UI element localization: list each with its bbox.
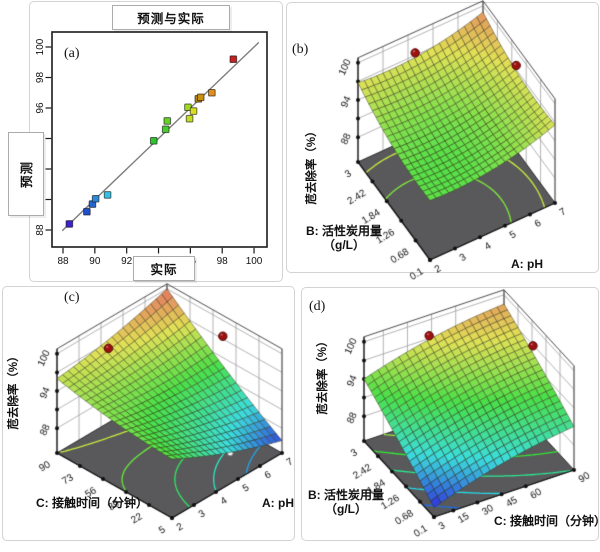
surface-plot-b <box>290 0 600 280</box>
x-axis-title-b: A: pH <box>511 257 543 271</box>
x-axis-label: 实际 <box>150 263 178 277</box>
x-axis-label-box: 实际 <box>133 256 195 281</box>
svg-text:88: 88 <box>35 224 46 236</box>
svg-text:100: 100 <box>35 38 46 55</box>
z-axis-label-b: 苊去除率（%） <box>306 125 318 205</box>
svg-text:90: 90 <box>89 256 101 265</box>
y-axis-title-c: C: 接触时间（分钟） <box>36 496 148 510</box>
svg-text:88: 88 <box>57 256 69 265</box>
svg-text:98: 98 <box>217 256 229 265</box>
panel-label-b: (b) <box>292 42 309 57</box>
surface-plot-c <box>0 280 300 552</box>
svg-text:100: 100 <box>246 256 263 265</box>
y-axis-title-d-line1: B: 活性炭用量 <box>308 488 384 502</box>
plot-title-box: 预测与实际 <box>112 5 230 30</box>
x-axis-title-c: A: pH <box>262 496 294 510</box>
plot-title: 预测与实际 <box>137 12 205 26</box>
y-axis-title-d: B: 活性炭用量 （g/L） <box>292 488 400 517</box>
panel-label-c: (c) <box>64 290 80 305</box>
svg-text:98: 98 <box>35 72 46 84</box>
y-axis-label: 预测 <box>20 160 35 188</box>
svg-text:96: 96 <box>35 102 46 114</box>
y-axis-title-b-line1: B: 活性炭用量 <box>306 224 382 238</box>
y-axis-title-d-line2: （g/L） <box>325 501 367 516</box>
z-axis-label-d: 苊去除率（%） <box>317 335 329 415</box>
svg-text:92: 92 <box>121 256 133 265</box>
y-axis-title-b: B: 活性炭用量 （g/L） <box>291 224 397 253</box>
surface-plot-d <box>290 280 600 552</box>
panel-label-d: (d) <box>309 299 326 314</box>
y-axis-label-box: 预测 <box>8 132 44 216</box>
z-axis-label-c: 苊去除率（%） <box>8 350 20 430</box>
panel-label-a: (a) <box>64 46 80 61</box>
y-axis-title-b-line2: （g/L） <box>323 237 365 252</box>
x-axis-title-d: C: 接触时间（分钟） <box>494 514 600 528</box>
